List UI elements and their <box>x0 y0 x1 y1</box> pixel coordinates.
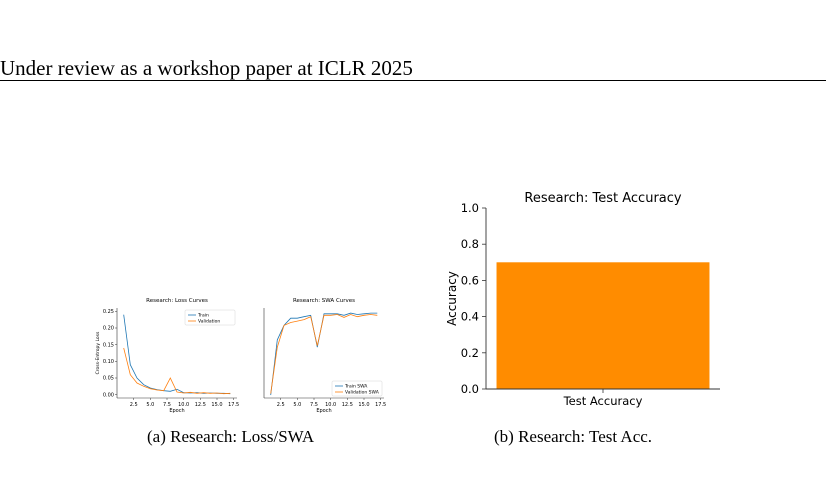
chart-title: Research: Loss Curves <box>146 298 208 304</box>
y-axis-label: Cross-Entropy Loss <box>95 331 101 374</box>
y-axis-label: Accuracy <box>445 271 459 326</box>
x-tick-label: 2.5 <box>277 402 285 408</box>
x-tick-label: 12.5 <box>195 402 206 408</box>
y-tick-label: 0.20 <box>103 326 114 332</box>
y-tick-label: 0.0 <box>461 382 479 396</box>
x-tick-label: 10.0 <box>178 402 189 408</box>
y-tick-label: 0.05 <box>103 376 114 382</box>
x-tick-label: Test Accuracy <box>563 394 643 408</box>
header-rule <box>0 80 826 81</box>
y-tick-label: 0.15 <box>103 342 114 348</box>
chart-title: Research: SWA Curves <box>293 298 355 304</box>
figure-caption-b: (b) Research: Test Acc. <box>494 427 653 446</box>
bar-test-accuracy <box>496 262 710 389</box>
y-tick-label: 0.25 <box>103 309 114 315</box>
series-line-validation-swa <box>270 314 378 394</box>
running-header: Under review as a workshop paper at ICLR… <box>0 56 413 80</box>
x-tick-label: 7.5 <box>163 402 171 408</box>
chart-title: Research: Test Accuracy <box>524 191 682 206</box>
legend-box <box>184 309 236 326</box>
x-tick-label: 10.0 <box>325 402 336 408</box>
figure-caption-a: (a) Research: Loss/SWA <box>147 427 315 446</box>
y-tick-label: 0.8 <box>461 237 479 251</box>
y-tick-label: 0.4 <box>461 310 479 324</box>
y-tick-label: 0.00 <box>103 392 114 398</box>
series-line-validation <box>123 347 231 395</box>
x-tick-label: 7.5 <box>310 402 318 408</box>
series-line-train-swa <box>270 312 378 396</box>
x-tick-label: 5.0 <box>293 402 301 408</box>
x-axis-label: Epoch <box>316 408 331 414</box>
x-tick-label: 15.0 <box>358 402 369 408</box>
y-tick-label: 0.10 <box>103 359 114 365</box>
x-tick-label: 15.0 <box>211 402 222 408</box>
x-tick-label: 12.5 <box>342 402 353 408</box>
x-tick-label: 5.0 <box>146 402 154 408</box>
x-tick-label: 17.5 <box>375 402 386 408</box>
legend-label: Validation <box>198 319 220 325</box>
y-tick-label: 0.2 <box>461 346 479 360</box>
loss-curves-chart: Research: Loss Curves 2.5 5.0 7.5 10.0 12.5 15… <box>95 298 239 414</box>
test-accuracy-chart: Research: Test Accuracy Test Accuracy 0.0 0… <box>445 191 720 408</box>
y-tick-label: 0.6 <box>461 273 479 287</box>
legend-box <box>331 380 383 397</box>
x-tick-label: 2.5 <box>130 402 138 408</box>
legend-label: Train SWA <box>344 384 368 390</box>
legend-label: Validation SWA <box>345 390 380 396</box>
swa-curves-chart: Research: SWA Curves 2.5 5.0 7.5 10.0 12.5 15.… <box>263 298 386 414</box>
x-tick-label: 17.5 <box>228 402 239 408</box>
legend-label: Train <box>197 313 209 319</box>
x-axis-label: Epoch <box>169 408 184 414</box>
y-tick-label: 1.0 <box>461 201 479 215</box>
series-line-train <box>123 314 231 395</box>
